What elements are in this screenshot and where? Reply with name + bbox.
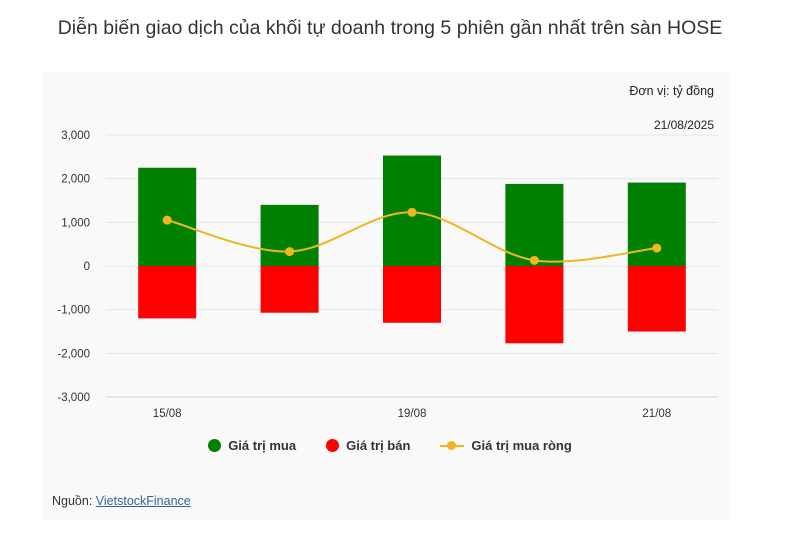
chart-legend: Giá trị mua Giá trị bán Giá trị mua ròng (0, 438, 780, 453)
net-point (162, 215, 172, 225)
net-point (407, 207, 417, 217)
source-prefix: Nguồn: (52, 494, 96, 508)
source-link[interactable]: VietstockFinance (95, 494, 191, 508)
x-tick-label: 15/08 (153, 408, 182, 420)
legend-label-buy: Giá trị mua (228, 438, 297, 453)
y-tick-label: -1,000 (57, 305, 90, 317)
sell-bar (627, 266, 686, 332)
legend-label-net: Giá trị mua ròng (471, 438, 572, 453)
x-tick-label: 21/08 (642, 408, 671, 420)
source-line: Nguồn: VietstockFinance (52, 494, 191, 508)
buy-bar (260, 204, 319, 266)
y-tick-label: 2,000 (61, 174, 90, 186)
date-label: 21/08/2025 (653, 118, 714, 132)
legend-label-sell: Giá trị bán (346, 438, 411, 453)
unit-label: Đơn vị: tỷ đồng (629, 84, 714, 98)
legend-marker-buy (208, 439, 222, 452)
legend-item-net[interactable]: Giá trị mua ròng (440, 438, 572, 453)
legend-item-sell[interactable]: Giá trị bán (326, 438, 410, 453)
sell-bar (383, 266, 441, 323)
y-tick-label: -2,000 (57, 348, 90, 360)
legend-marker-sell (326, 439, 340, 452)
y-tick-label: 3,000 (61, 130, 90, 142)
y-tick-label: 0 (84, 261, 90, 273)
sell-bar (260, 266, 319, 313)
sell-bar (138, 266, 197, 319)
legend-item-buy[interactable]: Giá trị mua (208, 438, 296, 453)
y-tick-label: 1,000 (61, 217, 90, 229)
y-tick-label: -3,000 (57, 392, 90, 404)
net-point (529, 255, 539, 265)
chart-title: Diễn biến giao dịch của khối tự doanh tr… (57, 17, 723, 39)
sell-bar (505, 266, 564, 344)
x-tick-label: 19/08 (398, 408, 427, 420)
net-point (285, 247, 295, 257)
buy-bar (505, 183, 564, 266)
buy-bar (627, 182, 686, 266)
legend-marker-net (440, 439, 465, 452)
net-point (652, 243, 662, 253)
